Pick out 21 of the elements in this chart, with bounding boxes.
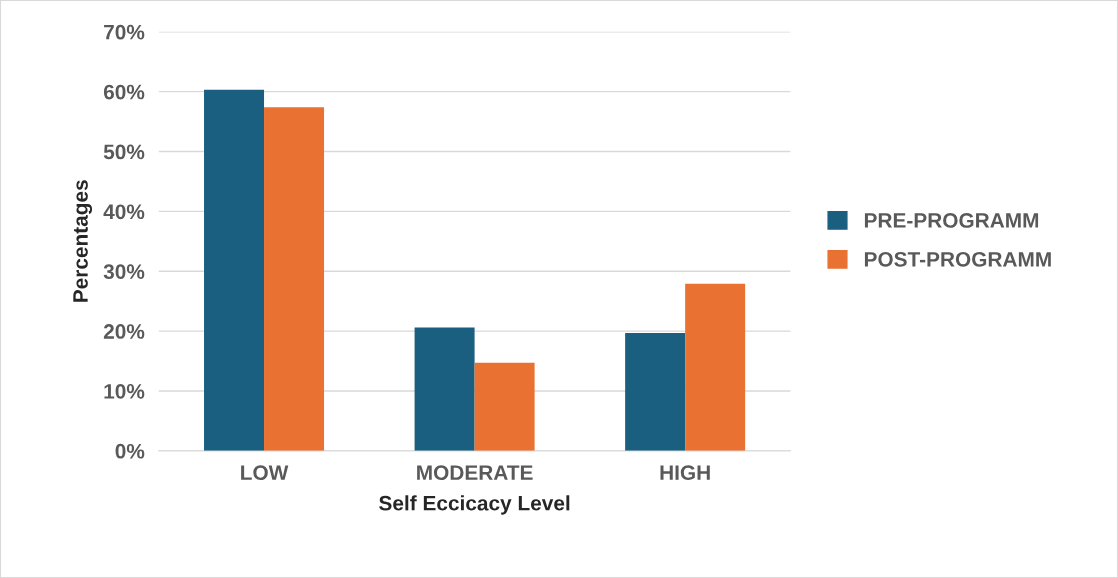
- bar: [414, 327, 475, 451]
- y-tick-label: 0%: [115, 443, 145, 459]
- x-tick-label: LOW: [241, 465, 289, 481]
- x-tick-label: MODERATE: [417, 465, 533, 481]
- y-tick-label: 30%: [103, 264, 145, 280]
- bar: [685, 283, 746, 451]
- y-axis-title: Percentages: [73, 180, 93, 302]
- y-tick-label: 50%: [103, 144, 145, 160]
- y-tick-label: 60%: [103, 84, 145, 100]
- bar: [625, 332, 686, 451]
- bar: [474, 362, 535, 451]
- y-tick-label: 20%: [103, 324, 145, 339]
- x-axis-title: Self Eccicacy Level: [379, 495, 570, 515]
- y-tick-label: 10%: [104, 383, 145, 399]
- legend-label: POST-PROGRAMM: [864, 251, 1051, 267]
- y-tick-label: 40%: [103, 204, 145, 220]
- bar: [264, 107, 325, 451]
- legend-label: PRE-PROGRAMM: [864, 213, 1039, 228]
- y-tick-label: 70%: [104, 24, 145, 40]
- x-tick-label: HIGH: [660, 465, 710, 481]
- bar: [204, 89, 265, 451]
